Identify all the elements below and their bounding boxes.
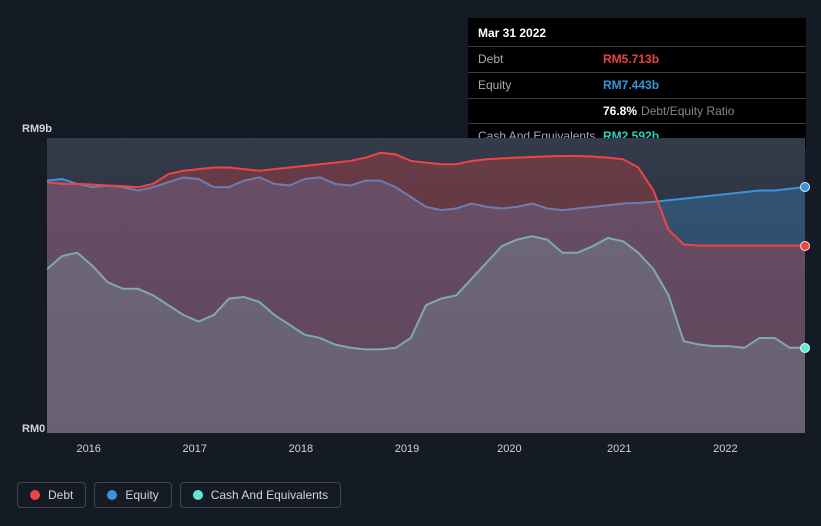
x-tick: 2019 bbox=[395, 443, 419, 455]
legend-label: Equity bbox=[125, 488, 158, 502]
plot-area[interactable] bbox=[47, 138, 805, 433]
x-tick: 2018 bbox=[289, 443, 313, 455]
tooltip-label bbox=[478, 103, 603, 120]
legend: Debt Equity Cash And Equivalents bbox=[17, 482, 341, 508]
tooltip-label: Equity bbox=[478, 77, 603, 94]
tooltip-value: RM5.713b bbox=[603, 51, 659, 68]
debt-area bbox=[47, 153, 805, 433]
x-tick: 2017 bbox=[183, 443, 207, 455]
tooltip-value: 76.8%Debt/Equity Ratio bbox=[603, 103, 734, 120]
debt-end-dot bbox=[800, 241, 810, 251]
cash-end-dot bbox=[800, 343, 810, 353]
equity-end-dot bbox=[800, 182, 810, 192]
legend-item-equity[interactable]: Equity bbox=[94, 482, 171, 508]
tooltip-suffix: Debt/Equity Ratio bbox=[641, 104, 734, 118]
tooltip-value: RM7.443b bbox=[603, 77, 659, 94]
tooltip-row: DebtRM5.713b bbox=[468, 46, 806, 72]
x-tick: 2020 bbox=[497, 443, 521, 455]
tooltip-row: EquityRM7.443b bbox=[468, 72, 806, 98]
legend-item-debt[interactable]: Debt bbox=[17, 482, 86, 508]
legend-swatch bbox=[30, 490, 40, 500]
tooltip-date: Mar 31 2022 bbox=[468, 18, 806, 46]
legend-label: Cash And Equivalents bbox=[211, 488, 328, 502]
chart-svg bbox=[47, 138, 805, 433]
x-tick: 2022 bbox=[713, 443, 737, 455]
tooltip-label: Debt bbox=[478, 51, 603, 68]
y-axis-max: RM9b bbox=[22, 123, 52, 135]
debt-equity-chart[interactable]: RM9b RM0 2016 2017 2018 2019 2020 2021 2022 bbox=[17, 125, 805, 465]
legend-label: Debt bbox=[48, 488, 73, 502]
legend-swatch bbox=[107, 490, 117, 500]
legend-item-cash-and-equivalents[interactable]: Cash And Equivalents bbox=[180, 482, 341, 508]
legend-swatch bbox=[193, 490, 203, 500]
y-axis-min: RM0 bbox=[22, 423, 45, 435]
x-tick: 2021 bbox=[607, 443, 631, 455]
x-axis: 2016 2017 2018 2019 2020 2021 2022 bbox=[47, 443, 805, 463]
x-tick: 2016 bbox=[76, 443, 100, 455]
tooltip-row: 76.8%Debt/Equity Ratio bbox=[468, 98, 806, 124]
